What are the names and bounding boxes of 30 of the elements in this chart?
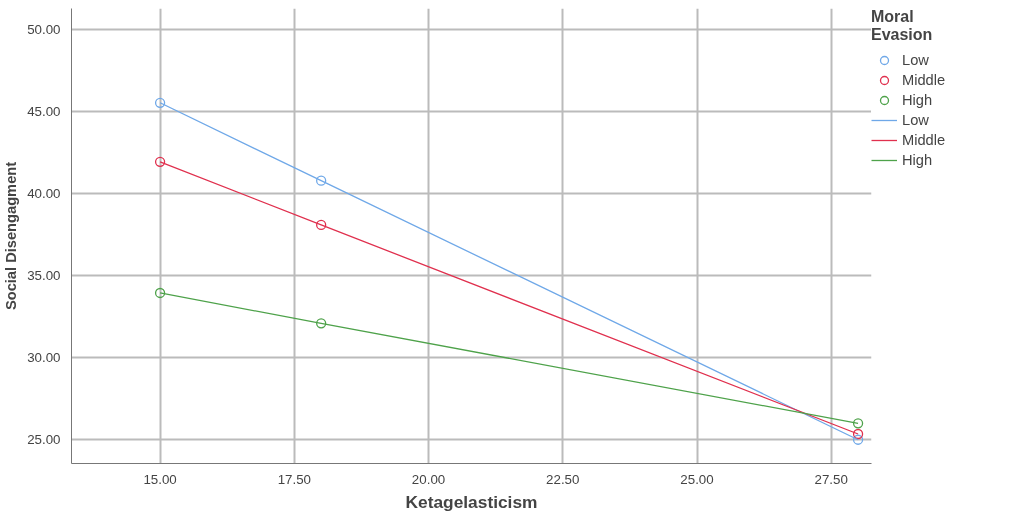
point (316, 318, 327, 329)
x-tick-label: 25.00 (680, 471, 714, 487)
point (316, 175, 327, 186)
legend-title: Moral Evasion (871, 8, 934, 44)
legend-label: Low (902, 112, 929, 128)
x-tick-label: 17.50 (277, 471, 311, 487)
legend-label: Middle (902, 72, 946, 88)
y-tick-label: 45.00 (27, 104, 61, 120)
x-tick-label: 20.00 (411, 471, 446, 487)
x-tick-label: 22.50 (546, 471, 580, 487)
point (154, 97, 166, 108)
legend-label: High (902, 152, 933, 168)
y-tick-label: 40.00 (27, 186, 61, 202)
point (154, 287, 166, 299)
y-tick-label: 35.00 (27, 268, 61, 284)
point (316, 219, 327, 231)
point (154, 156, 166, 167)
y-axis-title: Social Disengagment (3, 161, 20, 311)
legend-label: Low (902, 52, 929, 68)
x-axis-title: Ketagelasticism (405, 491, 538, 512)
x-tick-label: 15.00 (143, 471, 177, 487)
point (852, 418, 864, 429)
legend-label: Middle (902, 132, 946, 148)
y-tick-label: 30.00 (27, 350, 61, 366)
x-tick-label: 27.50 (814, 471, 848, 487)
point (852, 428, 864, 440)
point (852, 434, 864, 445)
y-tick-label: 50.00 (27, 22, 61, 38)
y-tick-label: 25.00 (27, 432, 61, 448)
legend-label: High (902, 92, 933, 108)
